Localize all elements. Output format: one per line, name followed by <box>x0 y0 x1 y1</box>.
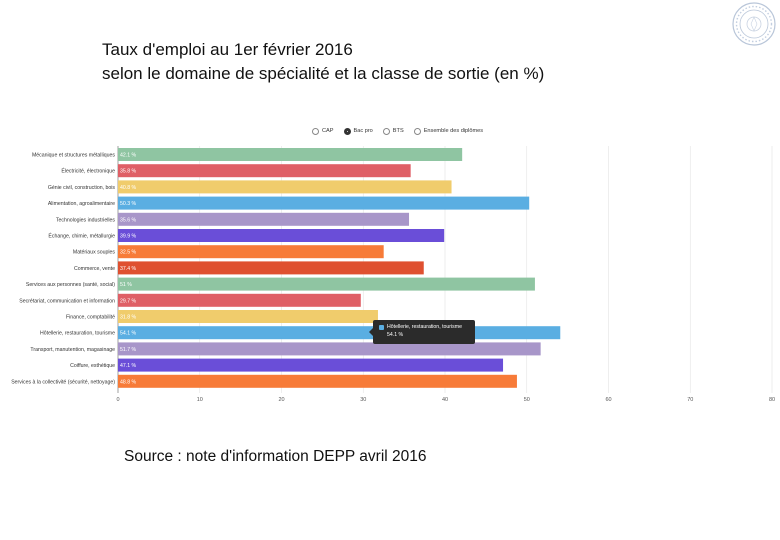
radio-icon <box>312 127 319 135</box>
x-tick-label: 70 <box>687 397 693 403</box>
value-label: 37.4 % <box>120 266 137 272</box>
value-label: 39.9 % <box>120 234 137 240</box>
bar[interactable] <box>118 277 535 291</box>
legend-option-cap[interactable]: CAP <box>312 127 334 135</box>
x-tick-label: 10 <box>197 397 203 403</box>
chart-tooltip: Hôtellerie, restauration, tourisme 54.1 … <box>369 320 475 344</box>
category-label: Transport, manutention, magasinage <box>30 347 115 353</box>
tooltip-category: Hôtellerie, restauration, tourisme <box>387 324 462 330</box>
value-label: 35.6 % <box>120 217 137 223</box>
category-label: Génie civil, construction, bois <box>48 185 116 191</box>
legend-option-label: BTS <box>392 128 404 134</box>
radio-icon <box>413 127 421 135</box>
bar-chart: 0 10 20 30 40 50 60 70 80 Mécanique et structures… <box>11 146 775 403</box>
category-label: Matériaux souples <box>73 250 116 256</box>
bar[interactable] <box>118 164 411 178</box>
bar[interactable] <box>118 245 384 259</box>
x-tick-label: 0 <box>116 397 119 403</box>
bar[interactable] <box>118 310 378 323</box>
university-seal-logo <box>732 2 776 46</box>
value-label: 48.8 % <box>120 379 137 385</box>
tooltip-value: 54.1 % <box>387 332 404 338</box>
category-label: Électricité, électronique <box>61 168 115 175</box>
bar[interactable] <box>118 374 517 388</box>
radio-icon <box>382 127 390 135</box>
value-label: 42.1 % <box>120 153 137 159</box>
category-label: Hôtellerie, restauration, tourisme <box>40 331 115 337</box>
category-label: Finance, comptabilité <box>66 315 115 321</box>
category-label: Services à la collectivité (sécurité, ne… <box>11 379 115 385</box>
value-label: 50.3 % <box>120 201 137 207</box>
x-tick-label: 20 <box>278 397 284 403</box>
category-label: Technologies industrielles <box>56 217 116 223</box>
x-tick-label: 50 <box>524 397 530 403</box>
chart-title: Taux d'emploi au 1er février 2016 selon … <box>102 38 544 86</box>
bar[interactable] <box>118 358 504 372</box>
category-label: Échange, chimie, métallurgie <box>48 233 115 240</box>
bar[interactable] <box>118 196 530 210</box>
value-label: 47.1 % <box>120 363 137 369</box>
bar[interactable] <box>118 148 463 161</box>
value-label: 40.8 % <box>120 185 137 191</box>
chart-title-line-2: selon le domaine de spécialité et la cla… <box>102 64 545 83</box>
value-label: 29.7 % <box>120 298 137 304</box>
value-label: 51.7 % <box>120 347 137 353</box>
bar[interactable] <box>118 261 424 275</box>
x-tick-label: 30 <box>360 397 366 403</box>
tooltip-color-swatch <box>379 324 384 330</box>
chart-title-line-1: Taux d'emploi au 1er février 2016 <box>102 40 353 59</box>
x-tick-label: 80 <box>769 397 775 403</box>
source-note: Source : note d'information DEPP avril 2… <box>124 448 427 465</box>
value-label: 54.1 % <box>120 331 137 337</box>
legend-option-ensemble[interactable]: Ensemble des diplômes <box>413 127 484 135</box>
chart-legend: CAP Bac pro BTS Ensemble des diplômes <box>312 125 483 137</box>
bar[interactable] <box>118 342 541 356</box>
x-tick-label: 40 <box>442 397 448 403</box>
legend-option-label: Ensemble des diplômes <box>423 128 484 134</box>
legend-option-bts[interactable]: BTS <box>382 127 404 135</box>
radio-selected-icon <box>343 127 351 135</box>
bar[interactable] <box>118 229 445 242</box>
value-label: 31.8 % <box>120 315 137 321</box>
legend-option-bac-pro[interactable]: Bac pro <box>343 127 373 135</box>
category-label: Mécanique et structures métalliques <box>32 153 115 159</box>
bar[interactable] <box>118 293 361 307</box>
bar[interactable] <box>118 212 410 226</box>
category-label: Services aux personnes (santé, social) <box>26 282 115 288</box>
x-tick-label: 60 <box>605 397 611 403</box>
legend-option-label: Bac pro <box>353 128 373 134</box>
legend-option-label: CAP <box>322 128 334 134</box>
category-label: Alimentation, agroalimentaire <box>48 201 115 207</box>
category-label: Secrétariat, communication et informatio… <box>19 298 115 304</box>
value-label: 32.5 % <box>120 250 137 256</box>
value-label: 35.8 % <box>120 169 137 175</box>
category-label: Commerce, vente <box>74 266 115 272</box>
bar[interactable] <box>118 180 452 194</box>
value-label: 51 % <box>120 282 132 288</box>
category-label: Coiffure, esthétique <box>70 363 115 369</box>
bar[interactable] <box>118 326 561 340</box>
